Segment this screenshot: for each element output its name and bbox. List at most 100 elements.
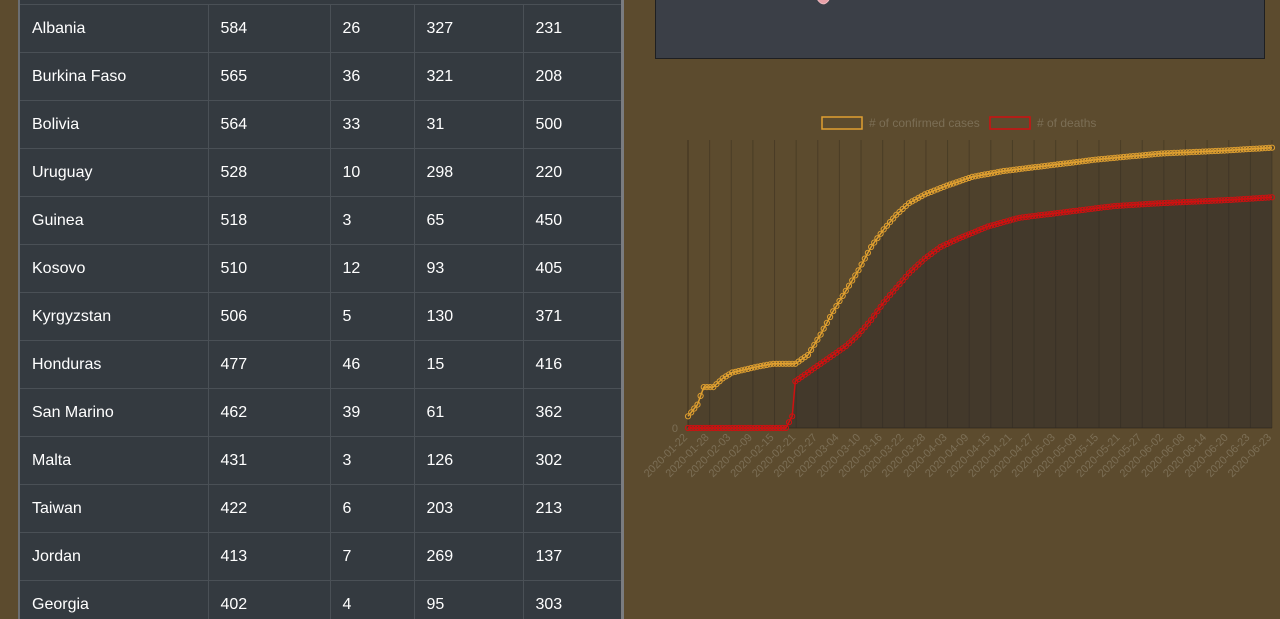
deaths-point[interactable] bbox=[1066, 208, 1074, 215]
deaths-point[interactable] bbox=[994, 220, 1001, 228]
deaths-point[interactable] bbox=[975, 227, 982, 234]
confirmed-point[interactable] bbox=[1161, 150, 1168, 157]
deaths-point[interactable] bbox=[1234, 196, 1241, 203]
deaths-point[interactable] bbox=[779, 424, 786, 432]
confirmed-point[interactable] bbox=[1221, 147, 1228, 154]
confirmed-point[interactable] bbox=[1098, 156, 1105, 163]
deaths-point[interactable] bbox=[729, 424, 736, 432]
table-row[interactable]: Albania 584 26 327 231 bbox=[20, 4, 621, 53]
confirmed-point[interactable] bbox=[984, 170, 991, 178]
confirmed-point[interactable] bbox=[1130, 153, 1137, 160]
deaths-point[interactable] bbox=[1000, 219, 1007, 226]
deaths-point[interactable] bbox=[1205, 197, 1213, 205]
deaths-point[interactable] bbox=[754, 424, 761, 432]
confirmed-point[interactable] bbox=[972, 173, 979, 180]
confirmed-point[interactable] bbox=[1057, 160, 1064, 168]
deaths-point[interactable] bbox=[1202, 198, 1209, 205]
confirmed-point[interactable] bbox=[858, 261, 865, 268]
confirmed-point[interactable] bbox=[776, 360, 783, 367]
confirmed-point[interactable] bbox=[839, 292, 846, 299]
confirmed-point[interactable] bbox=[744, 365, 752, 372]
deaths-point[interactable] bbox=[725, 424, 733, 432]
confirmed-point[interactable] bbox=[1085, 157, 1092, 164]
confirmed-point[interactable] bbox=[909, 198, 916, 205]
confirmed-point[interactable] bbox=[1070, 159, 1077, 166]
confirmed-point[interactable] bbox=[1205, 148, 1213, 155]
deaths-point[interactable] bbox=[1250, 195, 1257, 202]
deaths-point[interactable] bbox=[886, 292, 894, 299]
deaths-point[interactable] bbox=[874, 308, 881, 315]
confirmed-point[interactable] bbox=[1158, 150, 1165, 157]
deaths-point[interactable] bbox=[953, 236, 960, 243]
confirmed-point[interactable] bbox=[1183, 149, 1190, 156]
table-row[interactable]: Burkina Faso 565 36 321 208 bbox=[20, 52, 621, 101]
confirmed-point[interactable] bbox=[1164, 150, 1171, 157]
confirmed-point[interactable] bbox=[1073, 159, 1080, 166]
deaths-point[interactable] bbox=[1218, 197, 1225, 204]
confirmed-point[interactable] bbox=[1152, 151, 1159, 158]
deaths-point[interactable] bbox=[868, 316, 875, 324]
confirmed-point[interactable] bbox=[1186, 149, 1194, 156]
confirmed-point[interactable] bbox=[1199, 148, 1206, 155]
confirmed-point[interactable] bbox=[1171, 149, 1178, 157]
confirmed-point[interactable] bbox=[732, 368, 739, 375]
deaths-point[interactable] bbox=[707, 424, 714, 432]
confirmed-point[interactable] bbox=[1193, 148, 1200, 156]
confirmed-point[interactable] bbox=[804, 351, 812, 359]
confirmed-point[interactable] bbox=[946, 181, 954, 188]
confirmed-point[interactable] bbox=[1120, 153, 1127, 161]
deaths-point[interactable] bbox=[1003, 218, 1010, 225]
confirmed-point[interactable] bbox=[1167, 150, 1175, 157]
deaths-point[interactable] bbox=[1019, 214, 1026, 221]
deaths-point[interactable] bbox=[1186, 198, 1194, 205]
deaths-point[interactable] bbox=[1032, 212, 1039, 219]
deaths-point[interactable] bbox=[1010, 216, 1017, 223]
deaths-point[interactable] bbox=[1101, 204, 1108, 211]
confirmed-point[interactable] bbox=[694, 401, 701, 408]
confirmed-point[interactable] bbox=[997, 168, 1004, 175]
confirmed-point[interactable] bbox=[1250, 145, 1257, 152]
confirmed-point[interactable] bbox=[1003, 167, 1010, 174]
deaths-point[interactable] bbox=[776, 424, 783, 432]
confirmed-point[interactable] bbox=[934, 186, 941, 193]
confirmed-point[interactable] bbox=[1044, 162, 1051, 169]
table-row[interactable]: Bolivia 564 33 31 500 bbox=[20, 100, 621, 149]
deaths-point[interactable] bbox=[1025, 213, 1032, 220]
confirmed-point[interactable] bbox=[1101, 155, 1108, 162]
confirmed-point[interactable] bbox=[1218, 147, 1225, 154]
table-row[interactable]: Uruguay 528 10 298 220 bbox=[20, 148, 621, 197]
confirmed-point[interactable] bbox=[757, 363, 764, 370]
deaths-point[interactable] bbox=[1268, 194, 1276, 201]
confirmed-point[interactable] bbox=[852, 272, 859, 279]
deaths-point[interactable] bbox=[1177, 199, 1184, 206]
deaths-point[interactable] bbox=[1196, 198, 1203, 205]
deaths-point[interactable] bbox=[763, 424, 771, 432]
deaths-point[interactable] bbox=[1262, 194, 1269, 201]
table-row[interactable]: Kosovo 510 12 93 405 bbox=[20, 244, 621, 293]
confirmed-point[interactable] bbox=[1145, 151, 1152, 158]
confirmed-point[interactable] bbox=[991, 169, 998, 176]
confirmed-point[interactable] bbox=[760, 362, 767, 369]
confirmed-point[interactable] bbox=[1177, 149, 1184, 156]
confirmed-point[interactable] bbox=[915, 194, 922, 202]
confirmed-point[interactable] bbox=[770, 360, 777, 367]
deaths-point[interactable] bbox=[1231, 196, 1238, 203]
deaths-point[interactable] bbox=[1183, 198, 1190, 206]
confirmed-point[interactable] bbox=[1032, 164, 1039, 171]
confirmed-point[interactable] bbox=[817, 331, 824, 338]
confirmed-point[interactable] bbox=[684, 413, 692, 420]
deaths-point[interactable] bbox=[1215, 197, 1222, 204]
confirmed-point[interactable] bbox=[1076, 158, 1083, 165]
table-row[interactable]: Kyrgyzstan 506 5 130 371 bbox=[20, 292, 621, 341]
confirmed-point[interactable] bbox=[994, 169, 1001, 176]
deaths-point[interactable] bbox=[1079, 206, 1086, 214]
confirmed-point[interactable] bbox=[1259, 145, 1266, 152]
confirmed-point[interactable] bbox=[868, 243, 875, 251]
deaths-point[interactable] bbox=[890, 288, 897, 295]
confirmed-point[interactable] bbox=[849, 277, 856, 284]
confirmed-point[interactable] bbox=[827, 313, 834, 321]
deaths-point[interactable] bbox=[1243, 195, 1250, 203]
confirmed-point[interactable] bbox=[1237, 146, 1244, 153]
table-row[interactable]: San Marino 462 39 61 362 bbox=[20, 388, 621, 437]
confirmed-point[interactable] bbox=[1107, 155, 1115, 162]
